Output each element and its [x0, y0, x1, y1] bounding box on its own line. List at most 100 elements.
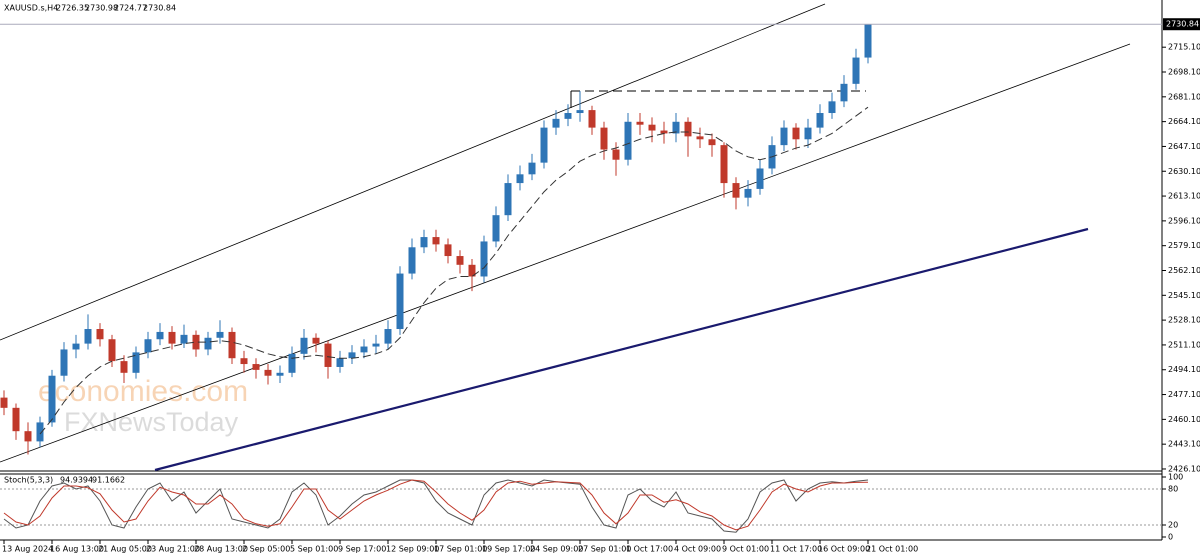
candle-body	[516, 174, 524, 184]
indicator-value: 91.1662	[92, 476, 125, 485]
x-tick-label: 24 Sep 09:00	[530, 545, 583, 554]
candle-body	[432, 237, 440, 245]
header-value: 2724.77	[114, 4, 147, 13]
x-tick-label: 21 Oct 01:00	[866, 545, 918, 554]
candle-body	[756, 168, 764, 189]
candle-body	[72, 343, 80, 350]
y-tick-label: 2460.10	[1168, 415, 1200, 424]
candle-body	[132, 352, 140, 373]
candle-body	[204, 337, 212, 350]
candle-body	[192, 334, 200, 350]
watermark: FXNewsToday	[64, 407, 239, 437]
y-tick-label: 2596.10	[1168, 216, 1200, 225]
x-tick-label: 21 Aug 05:00	[98, 545, 152, 554]
candle-body	[168, 331, 176, 344]
candle-body	[576, 110, 584, 114]
candle-body	[780, 127, 788, 146]
y-tick-label: 2681.10	[1168, 92, 1200, 101]
candle-body	[312, 337, 320, 344]
candle-body	[228, 331, 236, 359]
candle-body	[528, 162, 536, 175]
watermark: economies.com	[38, 375, 248, 408]
y-tick-label: 100	[1168, 473, 1183, 482]
trend-line	[154, 227, 1089, 472]
x-tick-label: 9 Oct 01:00	[722, 545, 769, 554]
x-tick-label: 12 Sep 09:00	[386, 545, 439, 554]
x-tick-label: 5 Sep 01:00	[290, 545, 338, 554]
candle-body	[540, 127, 548, 163]
y-tick-label: 2579.10	[1168, 241, 1200, 250]
candle-body	[408, 247, 416, 274]
candle-body	[624, 121, 632, 160]
candle-body	[12, 407, 20, 432]
candle-body	[504, 183, 512, 216]
candle-body	[288, 353, 296, 373]
candle-body	[48, 375, 56, 423]
candle-body	[468, 264, 476, 277]
candle-body	[744, 188, 752, 198]
y-tick-label: 20	[1168, 521, 1178, 530]
candle-body	[360, 346, 368, 353]
candle-body	[600, 127, 608, 150]
candle-body	[96, 329, 104, 340]
header-value: 2726.35	[56, 4, 89, 13]
x-tick-label: 13 Aug 2024	[2, 545, 53, 554]
candle-body	[384, 329, 392, 344]
candle-body	[732, 183, 740, 198]
y-tick-label: 2630.10	[1168, 167, 1200, 176]
candle-body	[648, 124, 656, 131]
candle-body	[588, 110, 596, 128]
header-value: 2730.98	[85, 4, 118, 13]
x-tick-label: 28 Aug 13:00	[194, 545, 248, 554]
y-tick-label: 2528.10	[1168, 316, 1200, 325]
candle-body	[672, 121, 680, 134]
moving-average	[39, 106, 869, 435]
candle-body	[216, 331, 224, 338]
candle-body	[636, 121, 644, 125]
x-tick-label: 2 Sep 05:00	[242, 545, 290, 554]
candle-body	[0, 397, 8, 408]
stoch-line	[3, 479, 869, 531]
y-tick-label: 2613.10	[1168, 192, 1200, 201]
y-tick-label: 2494.10	[1168, 365, 1200, 374]
candle-body	[36, 422, 44, 442]
y-tick-label: 2545.10	[1168, 291, 1200, 300]
y-tick-label: 2426.10	[1168, 464, 1200, 473]
candle-body	[492, 215, 500, 242]
channel-line	[0, 3, 826, 341]
candle-body	[840, 83, 848, 102]
candle-body	[108, 339, 116, 362]
x-tick-label: 17 Sep 01:00	[434, 545, 487, 554]
candle-body	[480, 241, 488, 277]
candle-body	[612, 149, 620, 160]
candle-body	[144, 339, 152, 353]
y-tick-label: 80	[1168, 485, 1178, 494]
symbol-title: XAUUSD.s,H4	[4, 4, 58, 13]
candle-body	[420, 237, 428, 248]
y-tick-label: 0	[1168, 533, 1173, 542]
current-price-label: 2730.84	[1166, 20, 1199, 29]
candle-body	[396, 273, 404, 330]
candle-body	[864, 24, 872, 58]
candle-body	[720, 145, 728, 184]
x-tick-label: 9 Sep 17:00	[338, 545, 386, 554]
candle-body	[84, 329, 92, 344]
candle-body	[684, 121, 692, 137]
y-tick-label: 2715.10	[1168, 43, 1200, 52]
candle-body	[696, 136, 704, 140]
x-tick-label: 23 Aug 21:00	[146, 545, 200, 554]
y-tick-label: 2698.10	[1168, 68, 1200, 77]
candle-body	[240, 358, 248, 365]
candle-body	[252, 364, 260, 370]
candle-body	[816, 113, 824, 128]
candle-body	[24, 431, 32, 442]
candle-body	[264, 369, 272, 376]
candle-body	[792, 127, 800, 140]
candle-body	[180, 334, 188, 344]
current-price-box	[1163, 18, 1200, 31]
candle-body	[348, 352, 356, 359]
x-tick-label: 1 Oct 17:00	[626, 545, 673, 554]
y-tick-label: 2562.10	[1168, 266, 1200, 275]
indicator-value: 94.9394	[60, 476, 93, 485]
